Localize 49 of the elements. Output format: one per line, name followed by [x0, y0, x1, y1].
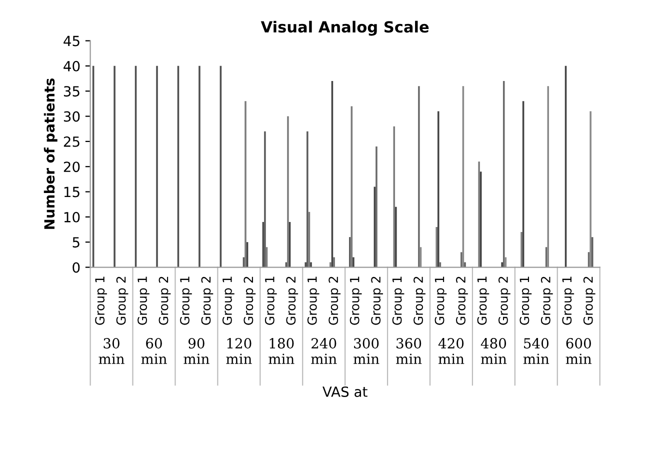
- x-axis-title: VAS at: [322, 386, 368, 398]
- x-tick-label: Group 1: [477, 276, 490, 325]
- x-tick-label: Group 1: [138, 276, 150, 325]
- x-tick-label: Group 2: [286, 276, 298, 325]
- x-tick-label: Group 1: [434, 276, 447, 325]
- text: 300 min: [354, 338, 380, 364]
- text: 120 min: [226, 338, 252, 364]
- text: 420 min: [438, 338, 464, 364]
- text: 180 min: [268, 338, 294, 364]
- x-tick-label: Group 1: [307, 276, 320, 325]
- x-tick-label: Group 1: [264, 276, 277, 325]
- x-tick-label: Group 1: [95, 276, 107, 325]
- y-tick-label: 0: [72, 262, 80, 273]
- y-tick-label: 45: [64, 36, 80, 46]
- text: 240 min: [311, 338, 337, 364]
- x-tick-label: Group 1: [392, 276, 404, 325]
- x-tick-label: Group 2: [244, 276, 256, 325]
- chart-title: Visual Analog Scale: [260, 20, 429, 36]
- x-tick-label: Group 1: [562, 276, 574, 325]
- text: 30 min: [98, 338, 124, 364]
- text: 60 min: [141, 338, 167, 364]
- y-tick-label: 20: [64, 162, 80, 172]
- text: 480 min: [480, 338, 507, 364]
- y-tick-label: 15: [64, 186, 80, 198]
- text: 540 min: [523, 338, 550, 364]
- x-tick-label: Group 1: [350, 276, 362, 325]
- x-tick-label: Group 2: [498, 276, 510, 325]
- x-tick-label: Group 2: [414, 276, 426, 325]
- y-tick-label: 25: [64, 136, 80, 147]
- x-tick-label: Group 2: [158, 276, 171, 325]
- y-tick-label: 35: [64, 86, 80, 97]
- y-tick-label: 10: [64, 212, 80, 222]
- x-tick-label: Group 2: [116, 276, 128, 325]
- y-tick-label: 40: [64, 60, 80, 72]
- x-tick-label: Group 2: [201, 276, 214, 325]
- x-tick-label: Group 2: [456, 276, 468, 325]
- x-tick-label: Group 2: [583, 276, 596, 325]
- text: 90 min: [184, 338, 210, 364]
- x-tick-label: Group 1: [222, 276, 234, 325]
- y-axis-title: Number of patients: [44, 78, 58, 229]
- x-tick-label: Group 2: [371, 276, 383, 325]
- x-tick-label: Group 1: [180, 276, 192, 325]
- x-tick-label: Group 2: [540, 276, 553, 325]
- y-tick-label: 30: [64, 111, 80, 122]
- x-tick-label: Group 2: [328, 276, 341, 325]
- text: 600 min: [566, 338, 592, 364]
- x-tick-label: Group 1: [520, 276, 532, 325]
- text: 360 min: [396, 338, 422, 364]
- y-tick-label: 5: [72, 237, 80, 248]
